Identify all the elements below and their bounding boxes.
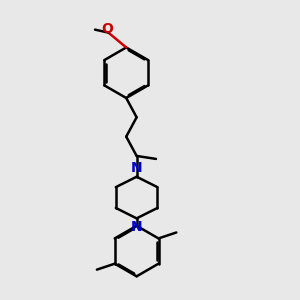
Text: O: O <box>101 22 113 36</box>
Text: N: N <box>131 161 142 175</box>
Text: N: N <box>131 220 142 234</box>
